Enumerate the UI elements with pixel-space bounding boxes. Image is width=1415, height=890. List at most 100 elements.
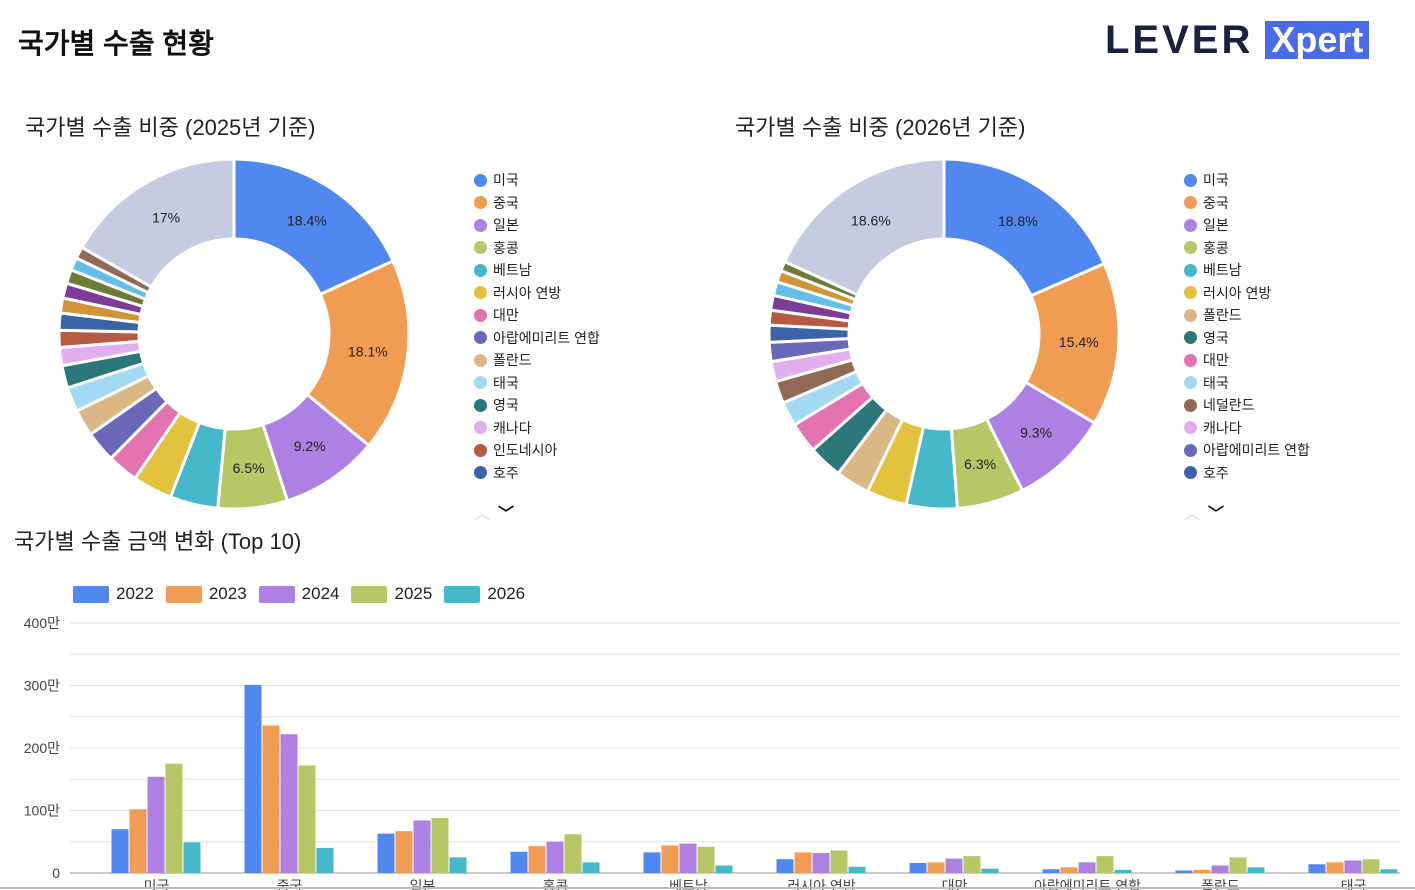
donut-2026-legend-pager: ︿ ﹀: [1184, 500, 1224, 524]
bar[interactable]: [1078, 862, 1096, 873]
legend-item[interactable]: 홍콩: [1184, 237, 1310, 260]
legend-item[interactable]: 미국: [474, 169, 600, 192]
bar[interactable]: [413, 820, 431, 874]
bar[interactable]: [449, 857, 467, 873]
legend-item[interactable]: 아랍에미리트 연합: [1184, 439, 1310, 462]
bar[interactable]: [147, 776, 165, 873]
bar[interactable]: [1380, 869, 1398, 873]
bar-legend-item[interactable]: 2025: [351, 584, 432, 604]
bar[interactable]: [1229, 857, 1247, 873]
legend-swatch-icon: [73, 585, 109, 603]
bar[interactable]: [1211, 865, 1229, 874]
legend-item[interactable]: 폴란드: [474, 349, 600, 372]
bar[interactable]: [582, 862, 600, 873]
bar-legend-item[interactable]: 2022: [73, 584, 154, 604]
donut-slice[interactable]: [942, 157, 1107, 298]
bar[interactable]: [1114, 869, 1132, 873]
bar[interactable]: [316, 848, 334, 873]
legend-item[interactable]: 호주: [474, 462, 600, 485]
bar[interactable]: [165, 763, 183, 873]
legend-item[interactable]: 러시아 연방: [474, 282, 600, 305]
legend-dot-icon: [474, 353, 487, 367]
bar[interactable]: [909, 863, 927, 873]
bar[interactable]: [1175, 870, 1193, 874]
bar[interactable]: [1247, 867, 1265, 873]
slice-label: 9.3%: [1020, 425, 1052, 441]
legend-item[interactable]: 네덜란드: [1184, 394, 1310, 417]
legend-item[interactable]: 중국: [1184, 192, 1310, 215]
legend-label: 태국: [1203, 374, 1229, 391]
legend-item[interactable]: 홍콩: [474, 237, 600, 260]
bar[interactable]: [1308, 864, 1326, 873]
bar[interactable]: [298, 765, 316, 874]
legend-item[interactable]: 중국: [474, 192, 600, 215]
bar-legend-item[interactable]: 2023: [165, 584, 247, 604]
bar-legend-item[interactable]: 2024: [258, 584, 339, 604]
legend-item[interactable]: 대만: [474, 304, 600, 327]
chevron-up-icon[interactable]: ︿: [474, 506, 491, 523]
bar[interactable]: [395, 831, 413, 873]
bar[interactable]: [262, 725, 280, 874]
donut-2026-title: 국가별 수출 비중 (2026년 기준): [735, 115, 1026, 140]
bar[interactable]: [776, 859, 794, 873]
legend-item[interactable]: 러시아 연방: [1184, 282, 1310, 305]
legend-item[interactable]: 캐나다: [474, 417, 600, 440]
legend-item[interactable]: 베트남: [474, 259, 600, 282]
legend-item[interactable]: 호주: [1184, 462, 1310, 485]
bar[interactable]: [812, 853, 830, 873]
chevron-up-icon[interactable]: ︿: [1184, 506, 1201, 523]
bar[interactable]: [848, 866, 866, 873]
bar[interactable]: [1096, 856, 1114, 873]
bar[interactable]: [377, 833, 395, 873]
legend-label: 영국: [1203, 329, 1229, 346]
bar[interactable]: [679, 843, 697, 873]
bar[interactable]: [111, 829, 129, 873]
legend-item[interactable]: 일본: [474, 214, 600, 237]
legend-dot-icon: [474, 398, 487, 412]
bar[interactable]: [643, 852, 661, 873]
donut-slice[interactable]: [79, 157, 236, 290]
bar[interactable]: [697, 846, 715, 873]
bar[interactable]: [1193, 869, 1211, 873]
legend-item[interactable]: 태국: [474, 372, 600, 395]
chevron-down-icon[interactable]: ﹀: [498, 506, 515, 523]
donut-slice[interactable]: [782, 157, 946, 297]
bar[interactable]: [830, 850, 848, 874]
legend-item[interactable]: 폴란드: [1184, 304, 1310, 327]
legend-item[interactable]: 미국: [1184, 169, 1310, 192]
bar[interactable]: [661, 845, 679, 874]
bar[interactable]: [564, 834, 582, 873]
bar[interactable]: [528, 846, 546, 873]
bar[interactable]: [1326, 862, 1344, 873]
legend-item[interactable]: 베트남: [1184, 259, 1310, 282]
legend-item[interactable]: 아랍에미리트 연합: [474, 327, 600, 350]
bar[interactable]: [1060, 867, 1078, 873]
bar[interactable]: [1344, 860, 1362, 874]
bar[interactable]: [129, 809, 147, 873]
legend-item[interactable]: 영국: [1184, 327, 1310, 350]
chevron-down-icon[interactable]: ﹀: [1208, 506, 1225, 523]
bar[interactable]: [715, 865, 733, 874]
legend-item[interactable]: 인도네시아: [474, 439, 600, 462]
legend-item[interactable]: 태국: [1184, 372, 1310, 395]
bar[interactable]: [981, 868, 999, 873]
bar[interactable]: [963, 856, 981, 873]
bar[interactable]: [510, 851, 528, 873]
bar[interactable]: [244, 684, 262, 873]
donut-slice[interactable]: [232, 157, 396, 297]
bar[interactable]: [927, 862, 945, 873]
bar[interactable]: [546, 841, 564, 873]
bar[interactable]: [280, 734, 298, 873]
legend-item[interactable]: 캐나다: [1184, 417, 1310, 440]
legend-item[interactable]: 영국: [474, 394, 600, 417]
bar-legend-item[interactable]: 2026: [444, 584, 525, 604]
bar[interactable]: [183, 842, 201, 873]
bar[interactable]: [945, 858, 963, 873]
bar[interactable]: [431, 818, 449, 873]
bar[interactable]: [1362, 859, 1380, 873]
bar[interactable]: [1042, 869, 1060, 873]
legend-item[interactable]: 일본: [1184, 214, 1310, 237]
legend-item[interactable]: 대만: [1184, 349, 1310, 372]
bar[interactable]: [794, 852, 812, 873]
